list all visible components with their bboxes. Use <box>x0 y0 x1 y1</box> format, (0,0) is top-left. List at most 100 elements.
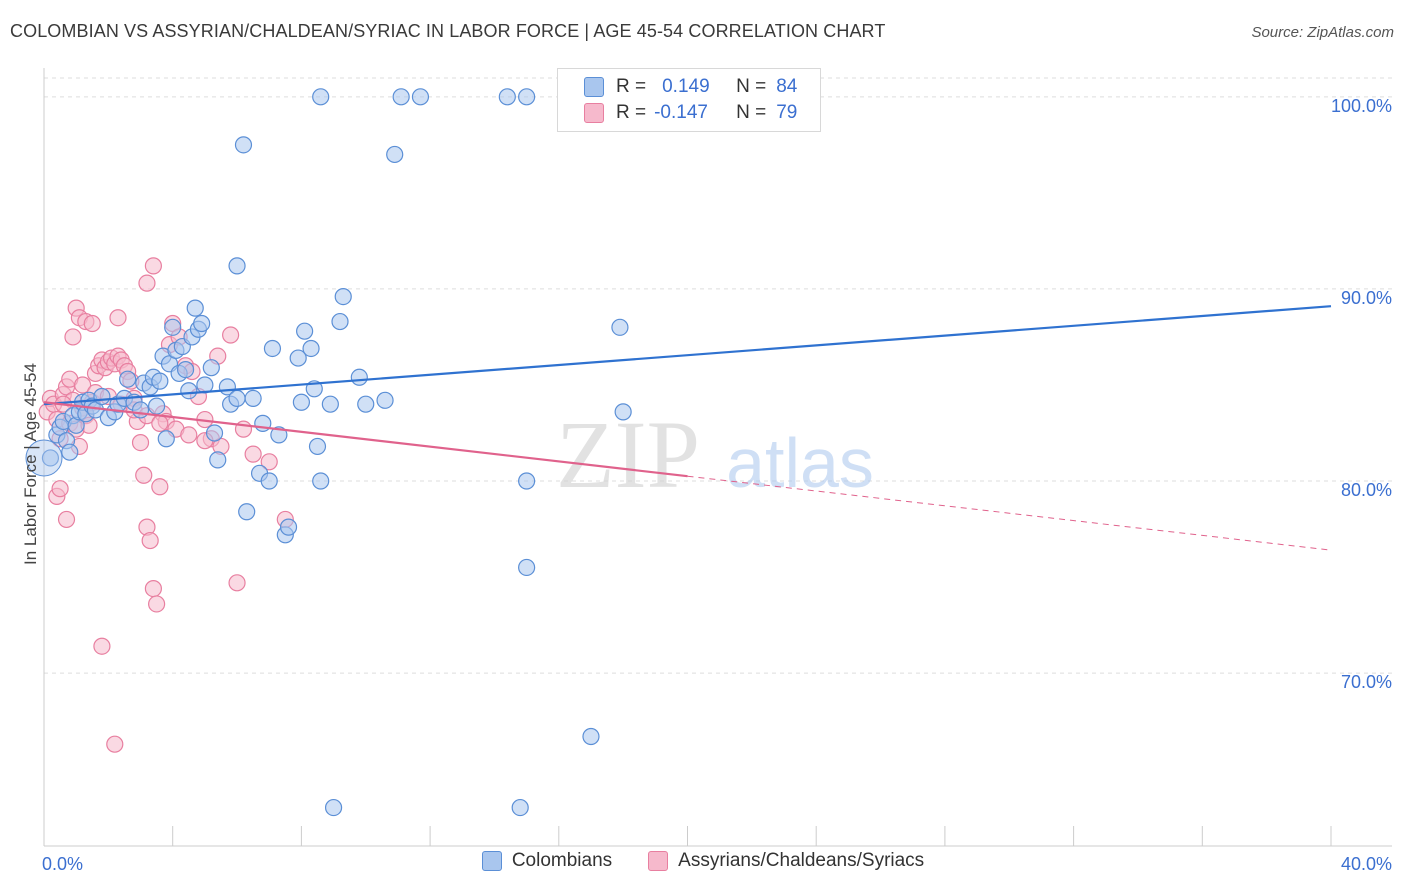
watermark-atlas: atlas <box>726 424 874 502</box>
x-tick-label-1: 40.0% <box>1341 854 1392 874</box>
colombian-point-49 <box>238 503 256 521</box>
colombian-point-82 <box>511 798 529 817</box>
assyrian-point-61 <box>138 274 156 292</box>
colombian-point-77 <box>611 318 629 336</box>
correlation-legend: R = 0.149 N = 84 R = -0.147 N = 79 <box>557 68 821 132</box>
legend-n-label-2: N = <box>736 102 767 123</box>
series-legend-colombians[interactable]: Colombians <box>481 850 613 872</box>
assyrian-point-77 <box>260 453 278 471</box>
assyrian-point-35 <box>151 478 169 496</box>
colombian-point-60 <box>296 322 314 340</box>
legend-row-colombians: R = 0.149 N = 84 <box>584 74 797 100</box>
legend-row-assyrians: R = -0.147 N = 79 <box>584 100 797 126</box>
colombian-point-48 <box>234 136 253 154</box>
y-tick-label-1: 80.0% <box>1341 480 1392 500</box>
trend-line-colombians <box>43 305 1332 406</box>
series-swatch-blue <box>481 851 502 871</box>
y-tick-label-0: 70.0% <box>1341 672 1392 692</box>
legend-r-label-1: R = <box>616 76 647 97</box>
colombian-point-55 <box>270 426 288 444</box>
colombian-point-41 <box>202 359 220 377</box>
colombian-point-74 <box>411 88 430 106</box>
colombian-point-26 <box>151 372 169 390</box>
colombian-point-64 <box>312 472 330 490</box>
assyrian-point-71 <box>151 414 169 432</box>
colombian-point-61 <box>302 339 320 358</box>
colombian-point-66 <box>331 312 349 331</box>
assyrian-point-30 <box>135 466 153 484</box>
assyrian-point-48 <box>228 574 246 592</box>
colombian-point-28 <box>157 430 175 448</box>
legend-swatch-blue <box>584 77 604 97</box>
grid-layer <box>44 77 1392 674</box>
colombian-point-34 <box>176 360 195 379</box>
colombian-point-76 <box>518 88 536 106</box>
assyrian-point-34 <box>148 595 166 613</box>
colombian-point-70 <box>376 391 394 409</box>
series-legend-label-1: Colombians <box>511 850 613 871</box>
trend-line-assyrians-dashed <box>687 475 1332 551</box>
colombian-point-30 <box>164 318 182 336</box>
trend-line-assyrians-solid <box>43 401 688 478</box>
x-tick-label-0: 0.0% <box>42 854 83 874</box>
colombian-point-65 <box>321 395 339 413</box>
assyrian-point-29 <box>131 433 150 452</box>
colombian-point-0 <box>41 449 60 467</box>
colombian-point-59 <box>292 393 310 411</box>
colombian-point-71 <box>386 145 404 164</box>
colombian-point-46 <box>228 389 246 408</box>
legend-n-value-2: 79 <box>776 102 798 123</box>
y-tick-label-2: 90.0% <box>1341 288 1392 308</box>
tick-labels-layer: 70.0% 80.0% 90.0% 100.0% 0.0% 40.0% <box>42 96 1392 874</box>
assyrian-point-59 <box>106 735 124 753</box>
chart-title: COLOMBIAN VS ASSYRIAN/CHALDEAN/SYRIAC IN… <box>10 21 886 41</box>
assyrian-point-58 <box>93 637 111 655</box>
assyrian-point-76 <box>244 445 262 463</box>
colombian-point-42 <box>205 424 224 442</box>
colombian-point-63 <box>308 437 327 456</box>
colombian-point-75 <box>498 88 516 106</box>
colombian-point-35 <box>180 382 198 400</box>
legend-r-value-1: 0.149 <box>662 76 710 97</box>
colombian-point-39 <box>193 314 211 333</box>
assyrian-point-73 <box>180 426 198 444</box>
colombian-point-14 <box>93 387 111 406</box>
colombian-point-79 <box>518 558 536 577</box>
colombian-point-53 <box>260 472 278 490</box>
watermark: ZIP atlas <box>556 401 874 508</box>
colombian-point-81 <box>582 727 600 746</box>
assyrian-point-57 <box>83 314 101 333</box>
source-note: Source: ZipAtlas.com <box>1251 24 1394 41</box>
assyrian-point-47 <box>222 326 240 344</box>
legend-swatch-pink <box>584 103 604 123</box>
colombian-point-37 <box>186 299 204 317</box>
trend-lines-layer <box>43 305 1332 551</box>
colombian-point-25 <box>148 397 166 415</box>
assyrian-point-53 <box>64 328 82 346</box>
series-legend-assyrians[interactable]: Assyrians/Chaldeans/Syriacs <box>648 850 924 872</box>
colombian-point-80 <box>518 472 536 490</box>
assyrian-point-51 <box>51 480 69 498</box>
assyrian-point-65 <box>74 376 92 394</box>
colombian-point-58 <box>289 349 307 367</box>
y-axis-label: In Labor Force | Age 45-54 <box>21 363 40 565</box>
colombian-point-72 <box>392 88 410 106</box>
colombian-point-50 <box>244 389 262 408</box>
colombian-point-78 <box>614 403 632 421</box>
assyrian-point-60 <box>109 309 127 327</box>
legend-n-value-1: 84 <box>776 76 798 97</box>
colombian-point-47 <box>228 257 246 275</box>
colombian-point-73 <box>312 88 330 106</box>
colombian-point-57 <box>279 518 298 536</box>
legend-n-label-1: N = <box>736 76 767 97</box>
assyrian-point-33 <box>144 579 162 598</box>
colombian-point-68 <box>350 368 368 386</box>
points-layer <box>25 88 632 817</box>
colombian-point-19 <box>119 370 137 388</box>
colombian-cluster <box>25 439 63 477</box>
legend-r-label-2: R = <box>616 102 647 123</box>
assyrian-point-52 <box>57 510 76 529</box>
colombian-point-21 <box>131 401 150 419</box>
series-swatch-pink <box>648 851 669 871</box>
